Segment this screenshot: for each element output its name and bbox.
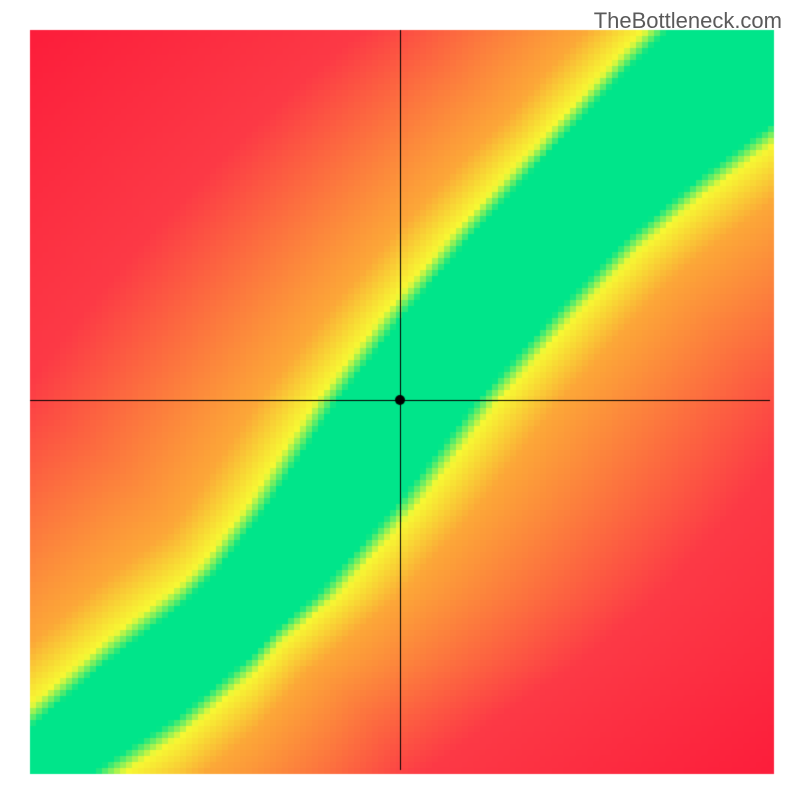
bottleneck-heatmap: TheBottleneck.com [0, 0, 800, 800]
watermark-text: TheBottleneck.com [594, 8, 782, 34]
heatmap-canvas [0, 0, 800, 800]
